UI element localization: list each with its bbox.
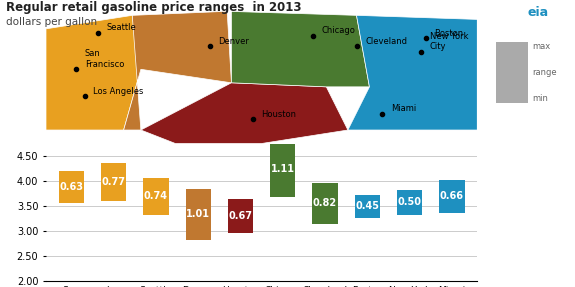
Bar bbox=[439, 180, 465, 213]
Text: min: min bbox=[532, 94, 549, 103]
Text: Regular retail gasoline price ranges  in 2013: Regular retail gasoline price ranges in … bbox=[6, 1, 301, 14]
Text: range: range bbox=[532, 68, 557, 77]
Text: Cleveland: Cleveland bbox=[365, 37, 407, 46]
Bar bbox=[228, 199, 253, 233]
Polygon shape bbox=[124, 11, 231, 130]
Polygon shape bbox=[46, 15, 141, 130]
Text: Denver: Denver bbox=[218, 37, 250, 46]
Bar bbox=[270, 141, 296, 197]
Bar bbox=[397, 190, 422, 215]
Text: 0.50: 0.50 bbox=[397, 197, 421, 207]
Text: eia: eia bbox=[528, 6, 549, 19]
Text: 0.82: 0.82 bbox=[313, 198, 337, 208]
Text: 1.01: 1.01 bbox=[186, 210, 210, 219]
Polygon shape bbox=[348, 15, 477, 130]
Bar bbox=[186, 189, 211, 240]
Text: max: max bbox=[532, 42, 551, 51]
Text: 0.67: 0.67 bbox=[228, 211, 252, 221]
Text: 0.45: 0.45 bbox=[355, 201, 380, 211]
Text: 0.74: 0.74 bbox=[144, 191, 168, 201]
Text: Seattle: Seattle bbox=[106, 23, 136, 32]
Text: New York
City: New York City bbox=[430, 32, 468, 51]
Text: dollars per gallon: dollars per gallon bbox=[6, 17, 97, 27]
Text: 1.11: 1.11 bbox=[271, 164, 295, 174]
Text: Boston: Boston bbox=[434, 29, 463, 38]
Text: San
Francisco: San Francisco bbox=[85, 49, 124, 69]
Text: 0.63: 0.63 bbox=[59, 182, 83, 192]
Text: Houston: Houston bbox=[262, 110, 297, 119]
Polygon shape bbox=[141, 83, 348, 144]
Bar bbox=[496, 42, 528, 103]
Bar bbox=[143, 178, 168, 215]
Bar bbox=[355, 195, 380, 218]
Text: Miami: Miami bbox=[391, 104, 416, 113]
Text: 0.77: 0.77 bbox=[102, 177, 126, 187]
Polygon shape bbox=[227, 11, 370, 87]
Bar bbox=[312, 183, 338, 224]
Text: Los Angeles: Los Angeles bbox=[93, 87, 144, 96]
Bar bbox=[101, 162, 126, 201]
Text: 0.66: 0.66 bbox=[440, 191, 464, 201]
Bar bbox=[59, 171, 84, 203]
Text: Chicago: Chicago bbox=[322, 26, 356, 35]
